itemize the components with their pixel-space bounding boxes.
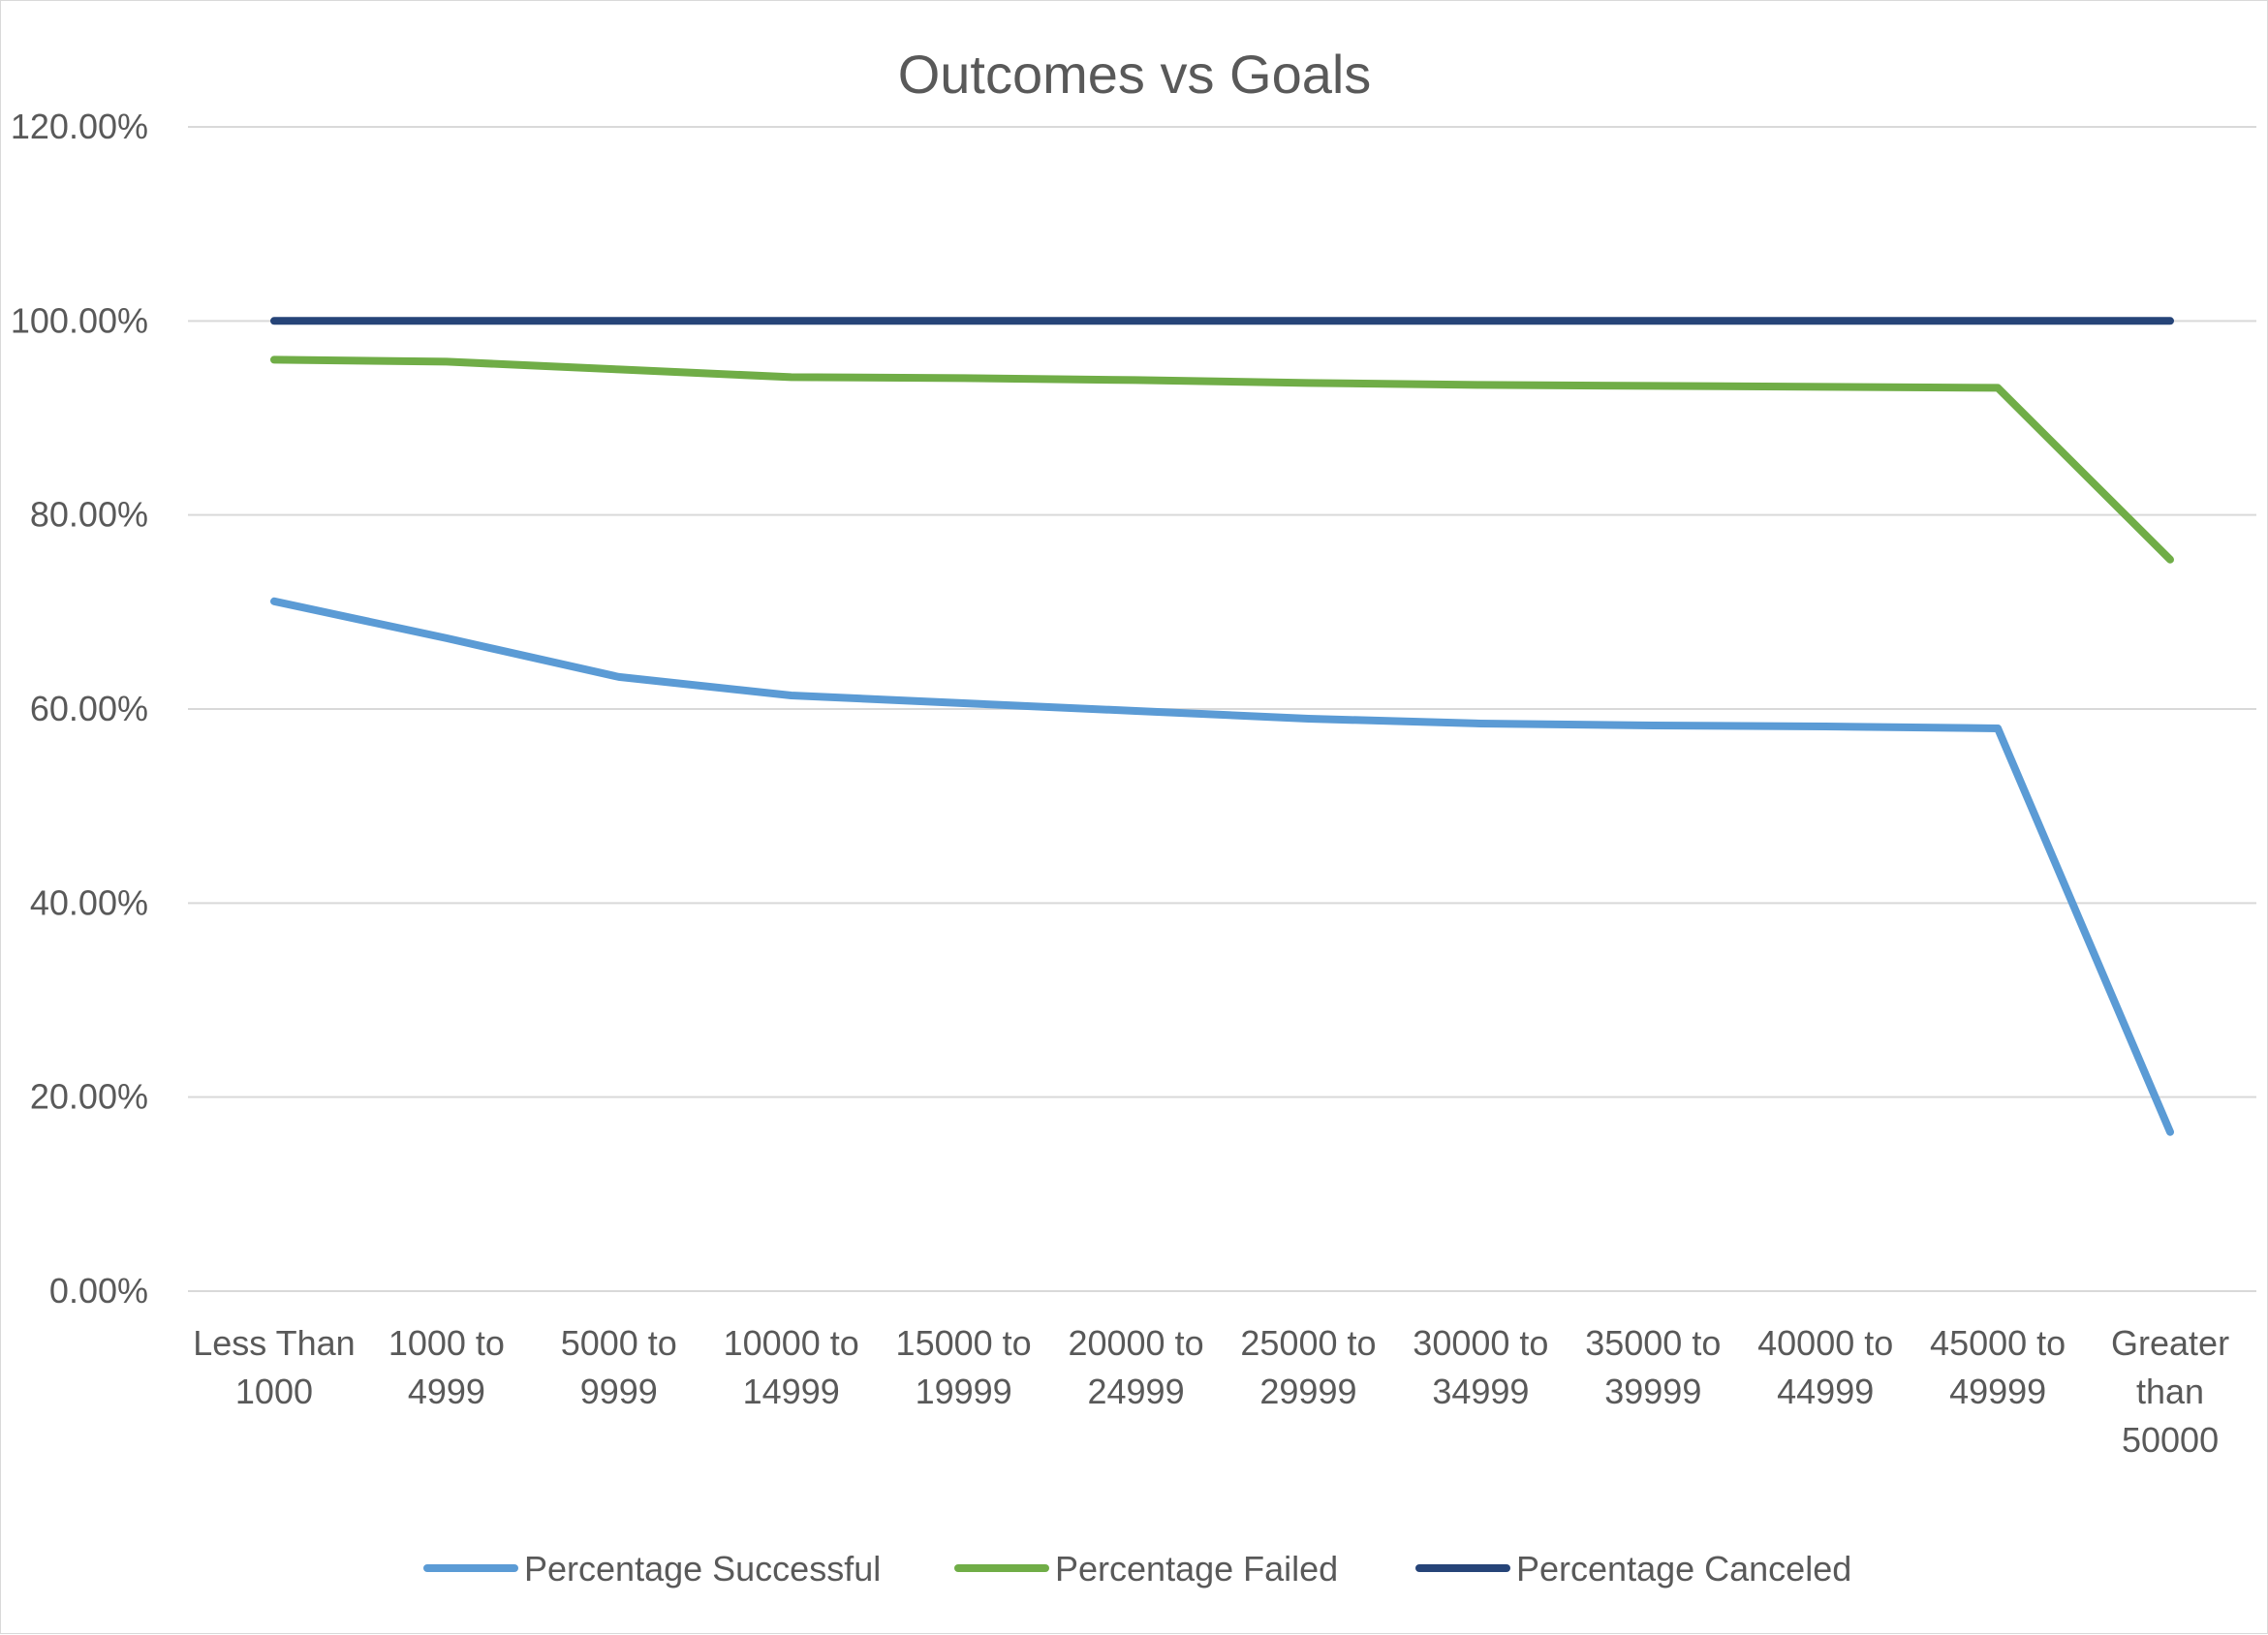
x-tick-label-line: 24999 <box>1087 1372 1184 1411</box>
x-tick-label: 40000 to 44999 <box>1757 1323 1893 1411</box>
x-tick-label: 20000 to 24999 <box>1068 1323 1203 1411</box>
y-tick-label: 100.00% <box>11 300 148 340</box>
x-tick-label: 1000 to 4999 <box>388 1323 505 1411</box>
x-tick-label-line: Greater <box>2111 1323 2229 1363</box>
x-tick-label-line: than <box>2136 1372 2204 1411</box>
x-tick-label-line: Less Than <box>193 1323 355 1363</box>
series-line-1 <box>270 597 2174 1136</box>
y-tick-label: 120.00% <box>11 107 148 146</box>
x-tick-label-line: 50000 <box>2122 1420 2219 1460</box>
x-tick-label-line: 44999 <box>1777 1372 1874 1411</box>
x-tick-label-line: 29999 <box>1259 1372 1356 1411</box>
y-tick-label: 80.00% <box>30 495 148 535</box>
y-tick-label: 60.00% <box>30 689 148 728</box>
y-axis-tick-labels: 0.00% 20.00% 40.00% 60.00% 80.00% 100.00% 120.… <box>11 107 148 1311</box>
x-tick-label-line: 30000 to <box>1413 1323 1548 1363</box>
chart-title: Outcomes vs Goals <box>898 44 1372 105</box>
x-tick-label-line: 20000 to <box>1068 1323 1203 1363</box>
legend-label-3: Percentage Canceled <box>1516 1549 1851 1589</box>
x-tick-label-line: 35000 to <box>1585 1323 1721 1363</box>
x-tick-label-line: 40000 to <box>1757 1323 1893 1363</box>
legend: Percentage Successful Percentage Failed Pe… <box>423 1549 1851 1589</box>
x-tick-label: 35000 to 39999 <box>1585 1323 1721 1411</box>
x-tick-label-line: 19999 <box>916 1372 1012 1411</box>
x-tick-label-line: 4999 <box>408 1372 485 1411</box>
x-tick-label-line: 49999 <box>1949 1372 2046 1411</box>
x-tick-label: 15000 to 19999 <box>896 1323 1032 1411</box>
series-lines <box>270 317 2174 1136</box>
x-tick-label: Greater than 50000 <box>2111 1323 2229 1460</box>
y-tick-label: 40.00% <box>30 882 148 922</box>
x-tick-label: Less Than 1000 <box>193 1323 355 1411</box>
series-line-2 <box>270 355 2174 564</box>
x-tick-label-line: 34999 <box>1432 1372 1529 1411</box>
legend-label-1: Percentage Successful <box>524 1549 881 1589</box>
legend-label-2: Percentage Failed <box>1055 1549 1338 1589</box>
x-tick-label: 25000 to 29999 <box>1240 1323 1376 1411</box>
x-tick-label-line: 15000 to <box>896 1323 1032 1363</box>
x-tick-label: 5000 to 9999 <box>561 1323 677 1411</box>
y-tick-label: 20.00% <box>30 1077 148 1117</box>
x-tick-label-line: 9999 <box>580 1372 658 1411</box>
x-tick-label-line: 10000 to <box>724 1323 859 1363</box>
x-tick-label-line: 25000 to <box>1240 1323 1376 1363</box>
x-axis-tick-labels: Less Than 1000 1000 to 4999 5000 to 9999 10000… <box>193 1323 2229 1460</box>
x-tick-label: 10000 to 14999 <box>724 1323 859 1411</box>
x-tick-label-line: 39999 <box>1604 1372 1701 1411</box>
x-tick-label-line: 5000 to <box>561 1323 677 1363</box>
x-tick-label-line: 1000 <box>235 1372 313 1411</box>
y-tick-label: 0.00% <box>49 1271 148 1311</box>
x-tick-label-line: 45000 to <box>1930 1323 2066 1363</box>
x-tick-label: 30000 to 34999 <box>1413 1323 1548 1411</box>
gridlines <box>188 126 2256 1292</box>
x-tick-label-line: 14999 <box>743 1372 840 1411</box>
x-tick-label: 45000 to 49999 <box>1930 1323 2066 1411</box>
x-tick-label-line: 1000 to <box>388 1323 505 1363</box>
